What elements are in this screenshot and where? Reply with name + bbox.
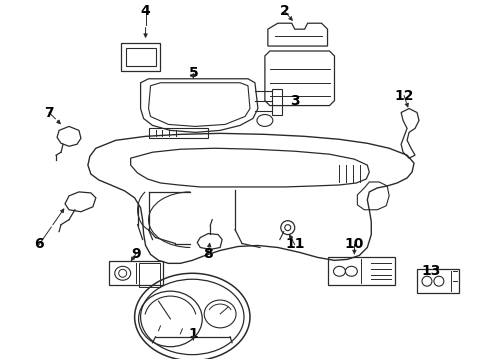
Bar — [148, 129, 208, 138]
Bar — [272, 89, 282, 114]
Text: 5: 5 — [189, 66, 198, 80]
Bar — [417, 269, 459, 293]
Text: 13: 13 — [421, 264, 441, 278]
Text: 3: 3 — [290, 94, 299, 108]
Bar — [125, 48, 155, 66]
Text: 1: 1 — [189, 327, 198, 341]
Bar — [139, 264, 161, 287]
Text: 9: 9 — [131, 247, 141, 261]
Text: 12: 12 — [394, 89, 414, 103]
Text: 10: 10 — [344, 238, 364, 252]
Text: 2: 2 — [280, 4, 290, 18]
Text: 4: 4 — [141, 4, 150, 18]
Text: 8: 8 — [203, 247, 213, 261]
Text: 11: 11 — [285, 238, 304, 252]
Bar — [109, 261, 164, 285]
Bar — [327, 257, 395, 285]
Text: 7: 7 — [44, 105, 54, 120]
Bar — [121, 43, 161, 71]
Text: 6: 6 — [34, 238, 44, 252]
